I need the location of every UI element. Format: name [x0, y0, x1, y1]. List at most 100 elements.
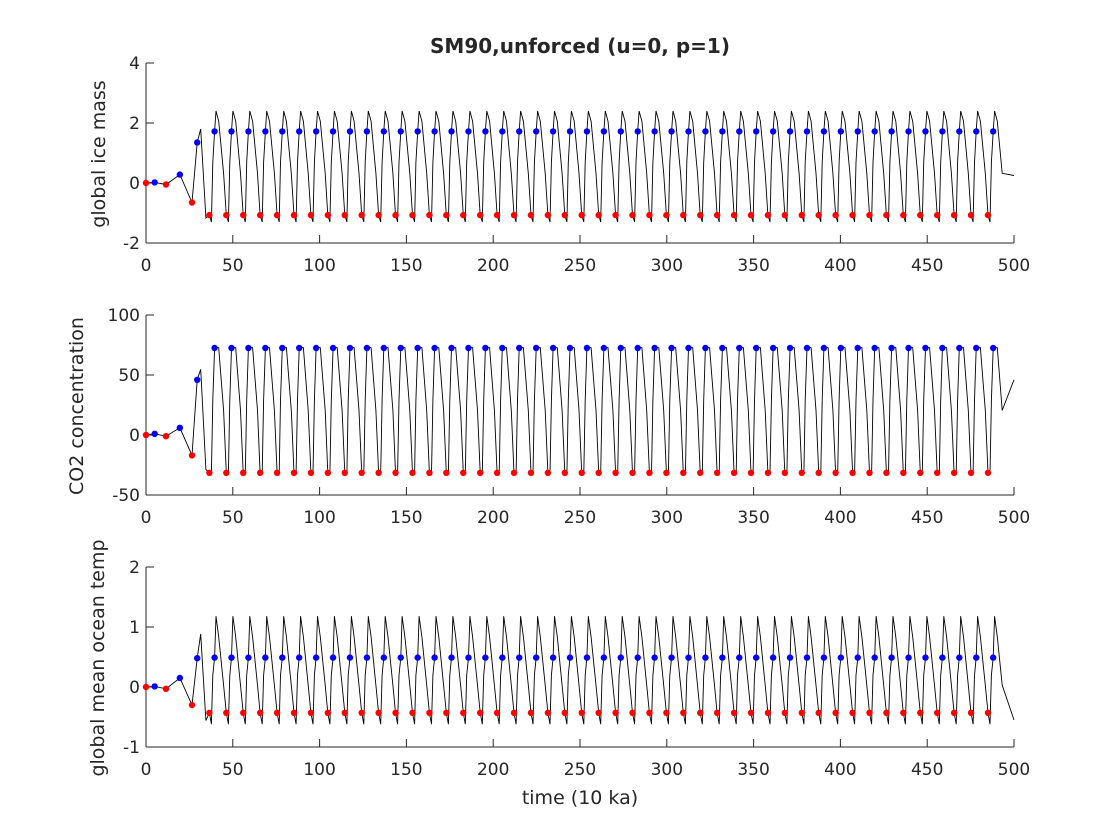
x-tick-label: 200 — [477, 760, 509, 780]
maximum-point — [346, 654, 354, 661]
minimum-point — [950, 211, 958, 219]
y-tick-label: 50 — [118, 366, 140, 386]
maximum-point — [566, 344, 574, 352]
minimum-point — [815, 709, 822, 716]
minimum-point — [866, 469, 873, 476]
maximum-point — [736, 344, 743, 352]
maximum-point — [634, 128, 641, 135]
x-tick-label: 400 — [824, 256, 856, 276]
minimum-point — [324, 709, 332, 716]
minimum-point — [730, 211, 738, 219]
y-axis-label: global ice mass — [88, 80, 110, 227]
maximum-point — [414, 654, 421, 661]
maximum-point — [871, 654, 878, 661]
minimum-point — [747, 469, 755, 476]
x-tick-label: 200 — [477, 508, 509, 528]
maximum-point — [617, 344, 624, 352]
maximum-point — [194, 655, 201, 662]
series-line — [145, 616, 1015, 725]
maximum-point — [871, 128, 878, 135]
maximum-point — [939, 654, 946, 661]
maximum-point — [363, 344, 371, 352]
minimum-point — [476, 211, 484, 219]
maximum-point — [262, 654, 269, 661]
maximum-point — [685, 344, 692, 352]
maximum-point — [685, 654, 692, 661]
x-tick-label: 450 — [911, 256, 943, 276]
maximum-point — [854, 128, 861, 135]
maximum-point — [956, 344, 963, 352]
maximum-point — [228, 344, 235, 352]
minimum-point — [883, 211, 890, 219]
maximum-point — [532, 654, 540, 661]
x-tick-label: 500 — [998, 256, 1030, 276]
minimum-point — [680, 211, 687, 219]
maximum-point — [634, 654, 641, 661]
x-tick-label: 300 — [651, 760, 683, 780]
maximum-point — [211, 128, 218, 135]
minimum-point — [663, 211, 670, 219]
minimum-point — [697, 469, 704, 476]
minimum-point — [883, 469, 890, 476]
maximum-point — [245, 128, 252, 135]
maximum-point — [956, 128, 963, 135]
x-tick-label: 350 — [737, 508, 769, 528]
maximum-point — [888, 128, 895, 135]
minimum-point — [713, 469, 721, 476]
maximum-point — [380, 344, 388, 352]
minimum-point — [206, 469, 213, 476]
minimum-point — [832, 469, 839, 476]
y-tick-label: 2 — [129, 114, 140, 134]
maximum-point — [363, 654, 371, 661]
x-tick-label: 0 — [141, 508, 152, 528]
minimum-point — [578, 469, 585, 476]
y-tick-label: 0 — [129, 174, 140, 194]
minimum-point — [578, 211, 585, 219]
maximum-point — [753, 128, 760, 135]
minimum-point — [188, 452, 196, 459]
maximum-point — [854, 654, 861, 661]
maximum-point — [465, 128, 472, 135]
minimum-point — [612, 211, 619, 219]
minimum-point — [697, 709, 704, 716]
maximum-point — [448, 128, 455, 135]
x-tick-label: 250 — [564, 508, 596, 528]
maximum-point — [600, 344, 608, 352]
minimum-point — [595, 469, 602, 476]
minimum-point — [426, 211, 433, 219]
maximum-point — [769, 654, 777, 661]
maximum-point — [600, 128, 608, 135]
maximum-point — [753, 654, 760, 661]
y-tick-label: 0 — [129, 426, 140, 446]
maximum-point — [617, 128, 624, 135]
maximum-point — [431, 344, 438, 352]
minimum-point — [544, 211, 552, 219]
x-tick-label: 350 — [737, 760, 769, 780]
maximum-point — [176, 424, 184, 431]
minimum-point — [307, 709, 315, 716]
minimum-point — [290, 469, 298, 476]
maximum-point — [905, 344, 912, 352]
minimum-point — [984, 709, 992, 716]
panel-co2: CO2 concentration 0 50 100 150 200 250 300 350 4… — [66, 306, 1030, 528]
x-tick-label: 100 — [303, 508, 335, 528]
x-tick-label: 0 — [141, 760, 152, 780]
minimum-point — [798, 211, 805, 219]
maximum-point — [702, 128, 709, 135]
maximum-point — [194, 376, 201, 383]
minimum-point — [713, 709, 721, 716]
minimum-point — [443, 211, 450, 219]
minimum-point — [984, 469, 992, 476]
minimum-point — [612, 709, 619, 716]
maximum-point — [702, 344, 709, 352]
minimum-point — [443, 709, 450, 716]
minimum-point — [341, 709, 348, 716]
maximum-point — [363, 128, 371, 135]
maximum-point — [702, 654, 709, 661]
maximum-point — [922, 344, 929, 352]
panel-ice-mass: global ice mass 0 50 100 150 200 250 300 350 400… — [88, 54, 1030, 276]
minimum-point — [510, 469, 518, 476]
minimum-point — [409, 709, 416, 716]
maximum-point — [176, 674, 184, 682]
series-line — [145, 346, 1015, 475]
